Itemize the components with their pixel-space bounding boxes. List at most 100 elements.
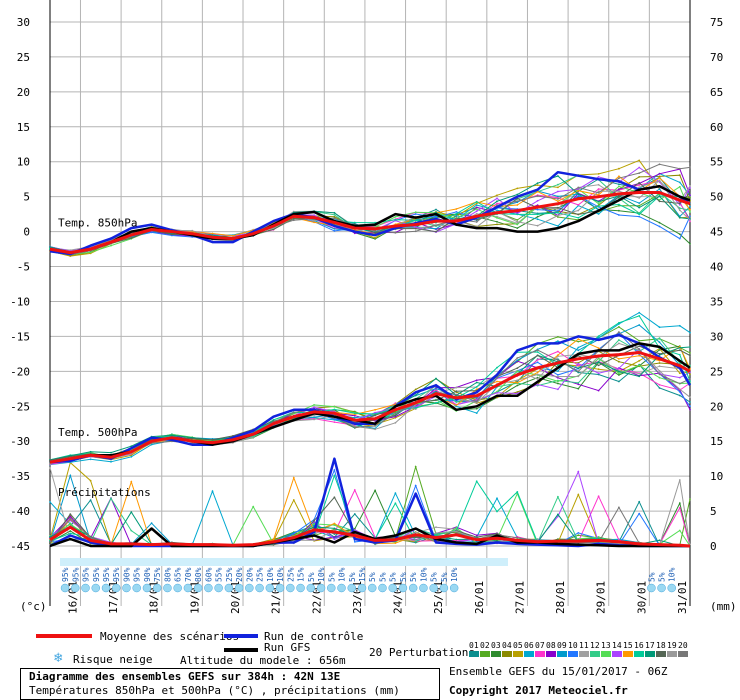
perturbation-point — [557, 350, 559, 353]
perturbation-point — [638, 372, 641, 375]
perturbation-point — [618, 196, 620, 198]
perturbation-color-swatch — [645, 651, 655, 657]
perturbation-point — [597, 200, 600, 203]
perturbation-point — [689, 373, 691, 376]
perturbation-point — [130, 455, 133, 458]
snow-risk-marker — [337, 583, 346, 593]
ensemble-run-label: Ensemble GEFS du 15/01/2017 - 06Z — [449, 665, 668, 678]
perturbation-point — [333, 230, 336, 232]
perturbation-point — [455, 214, 458, 217]
perturbation-point — [353, 416, 356, 419]
perturbation-point — [689, 220, 691, 223]
snow-risk-value: 90% — [143, 567, 152, 582]
perturbation-point — [638, 345, 641, 347]
perturbation-point — [597, 357, 600, 360]
y-right-tick-label: 20 — [710, 400, 723, 413]
perturbation-point — [516, 193, 519, 196]
perturbation-point — [597, 495, 600, 498]
perturbation-point — [577, 186, 580, 189]
snow-risk-marker — [142, 583, 152, 593]
perturbation-point — [292, 412, 295, 415]
perturbation-color-swatch — [623, 651, 633, 657]
perturbation-point — [333, 217, 336, 220]
legend-snow-label: Risque neige — [73, 653, 153, 666]
perturbation-point — [435, 227, 437, 230]
perturbation-point — [689, 205, 691, 208]
perturbation-point — [689, 208, 691, 211]
legend-control-label: Run de contrôle — [264, 630, 364, 643]
y-left-tick-label: -30 — [10, 435, 30, 448]
perturbation-id-label: 13 — [601, 641, 611, 650]
perturbation-point — [618, 372, 620, 375]
perturbation-point — [455, 211, 458, 213]
perturbation-point — [577, 470, 580, 473]
perturbation-point — [678, 167, 681, 170]
snow-risk-value: 15% — [297, 567, 306, 582]
perturbation-point — [171, 233, 173, 236]
perturbation-point — [557, 370, 559, 372]
perturbation-point — [313, 404, 315, 406]
perturbation-point — [658, 341, 661, 344]
perturbation-point — [658, 539, 661, 542]
perturbation-point — [618, 183, 620, 186]
perturbation-point — [455, 526, 458, 529]
perturbation-color-swatch — [502, 651, 512, 657]
perturbation-point — [89, 499, 92, 501]
perturbation-point — [597, 205, 600, 208]
snow-risk-marker — [347, 583, 357, 593]
snow-risk-marker — [275, 583, 285, 593]
chart-subtitle: Températures 850hPa et 500hPa (°C) , pré… — [29, 684, 400, 697]
perturbation-point — [597, 183, 600, 186]
perturbation-point — [638, 339, 641, 342]
snow-risk-value: 15% — [358, 567, 367, 582]
snow-risk-marker — [122, 583, 131, 593]
perturbation-point — [678, 346, 681, 349]
perturbation-point — [496, 217, 498, 219]
perturbation-point — [557, 195, 559, 198]
perturbation-point — [516, 200, 519, 203]
perturbation-point — [475, 206, 478, 209]
snow-risk-value: 5% — [327, 572, 336, 582]
perturbation-point — [333, 405, 336, 408]
perturbation-point — [414, 394, 417, 396]
perturbation-point — [49, 466, 51, 469]
perturbation-point — [557, 216, 559, 218]
perturbation-point — [597, 335, 600, 337]
perturbation-point — [689, 186, 691, 189]
y-right-tick-label: 5 — [710, 505, 717, 518]
y-left-tick-label: -15 — [10, 330, 30, 343]
perturbation-point — [638, 204, 641, 207]
perturbation-point — [557, 495, 559, 498]
x-tick-label: 31/01 — [676, 581, 689, 614]
perturbation-point — [496, 391, 498, 394]
snow-risk-value: 5% — [378, 572, 387, 582]
perturbation-point — [232, 235, 234, 237]
perturbation-point — [313, 418, 315, 421]
snow-risk-marker — [132, 583, 141, 593]
y-right-tick-label: 10 — [710, 470, 723, 483]
snow-risk-marker — [357, 583, 367, 593]
perturbation-point — [414, 230, 417, 233]
perturbation-id-label: 03 — [491, 641, 501, 650]
snow-risk-value: 95% — [92, 567, 101, 582]
perturbation-point — [678, 349, 681, 352]
perturbation-id-label: 04 — [502, 641, 512, 650]
perturbation-point — [69, 474, 72, 477]
perturbation-point — [638, 512, 641, 515]
snow-risk-marker — [419, 583, 428, 593]
perturbation-point — [292, 532, 295, 535]
perturbation-point — [435, 208, 437, 211]
perturbation-point — [130, 529, 133, 532]
snow-risk-value: 5% — [307, 572, 316, 582]
perturbation-point — [689, 378, 691, 380]
perturbation-point — [557, 515, 559, 518]
perturbation-point — [475, 386, 478, 388]
perturbation-point — [496, 197, 498, 200]
y-right-tick-label: 35 — [710, 295, 723, 308]
perturbation-color-swatch — [656, 651, 666, 657]
perturbation-point — [475, 381, 478, 384]
perturbation-point — [496, 223, 498, 226]
perturbation-point — [557, 380, 559, 383]
perturbation-point — [689, 166, 691, 169]
